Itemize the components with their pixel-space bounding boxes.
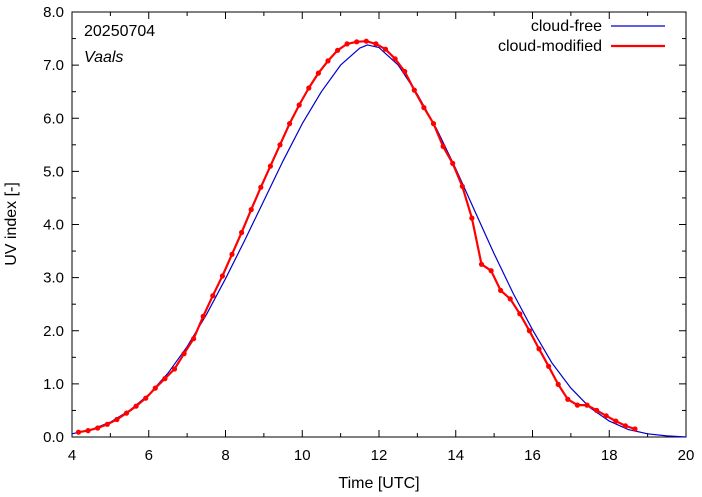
location-annotation: Vaals xyxy=(84,49,123,66)
y-tick-label: 1.0 xyxy=(43,376,64,393)
data-point-cloud-modified xyxy=(181,351,187,357)
x-tick-labels: 4 6 8 10 12 14 16 18 20 xyxy=(68,447,695,464)
data-point-cloud-modified xyxy=(526,328,533,334)
y-tick-label: 0.0 xyxy=(43,429,64,446)
x-tick-label: 16 xyxy=(524,447,541,464)
y-tick-label: 4.0 xyxy=(43,217,64,234)
data-point-cloud-modified xyxy=(402,68,408,75)
data-point-cloud-modified xyxy=(210,293,216,299)
legend-label-cloud-free: cloud-free xyxy=(531,18,602,35)
x-tick-label: 14 xyxy=(447,447,464,464)
data-point-cloud-modified xyxy=(104,421,110,427)
y-tick-label: 3.0 xyxy=(43,270,64,287)
data-point-cloud-modified xyxy=(133,403,139,409)
data-point-cloud-modified xyxy=(315,70,321,76)
data-point-cloud-modified xyxy=(152,385,158,391)
data-point-cloud-modified xyxy=(517,311,523,317)
x-tick-label: 20 xyxy=(678,447,695,464)
y-tick-label: 7.0 xyxy=(43,57,64,74)
data-point-cloud-modified xyxy=(95,425,101,431)
data-point-cloud-modified xyxy=(258,184,264,190)
data-point-cloud-modified xyxy=(335,47,341,53)
data-point-cloud-modified xyxy=(75,429,82,435)
legend-label-cloud-modified: cloud-modified xyxy=(498,38,602,55)
data-point-cloud-modified xyxy=(171,366,178,372)
data-point-cloud-modified xyxy=(85,428,91,434)
data-point-cloud-modified xyxy=(574,402,581,408)
axis-ticks xyxy=(71,11,687,438)
data-point-cloud-modified xyxy=(373,41,379,47)
data-point-cloud-modified xyxy=(411,87,417,93)
data-point-cloud-modified xyxy=(440,143,446,149)
series-line-cloud-modified xyxy=(78,40,636,434)
data-point-cloud-modified xyxy=(306,85,312,91)
data-point-cloud-modified xyxy=(555,381,561,387)
data-point-cloud-modified xyxy=(488,268,494,274)
data-point-cloud-modified xyxy=(584,402,590,408)
x-tick-label: 6 xyxy=(145,447,153,464)
data-point-cloud-modified xyxy=(123,410,130,416)
data-point-cloud-modified xyxy=(450,160,456,166)
data-point-cloud-modified xyxy=(296,102,302,108)
data-point-cloud-modified xyxy=(363,38,369,44)
data-point-cloud-modified xyxy=(354,39,360,45)
x-tick-label: 8 xyxy=(221,447,229,464)
data-point-cloud-modified xyxy=(507,296,513,302)
data-point-cloud-modified xyxy=(565,396,571,402)
data-point-cloud-modified xyxy=(162,376,168,382)
data-point-cloud-modified xyxy=(498,287,504,293)
data-point-cloud-modified xyxy=(344,41,350,47)
data-point-cloud-modified xyxy=(469,215,475,221)
x-tick-label: 18 xyxy=(601,447,618,464)
y-tick-label: 5.0 xyxy=(43,163,64,180)
data-point-cloud-modified xyxy=(287,121,293,127)
data-point-cloud-modified xyxy=(248,207,254,213)
plot-frame xyxy=(71,11,687,438)
data-point-cloud-modified xyxy=(594,407,600,413)
y-tick-label: 6.0 xyxy=(43,110,64,127)
series-layer xyxy=(71,38,687,438)
series-line-cloud-free xyxy=(71,44,687,438)
y-tick-label: 8.0 xyxy=(43,4,64,21)
data-point-cloud-modified xyxy=(421,105,427,111)
data-point-cloud-modified xyxy=(536,346,542,352)
data-point-cloud-modified xyxy=(622,423,629,429)
data-point-cloud-modified xyxy=(239,229,245,236)
data-point-cloud-modified xyxy=(603,413,609,419)
x-axis-label: Time [UTC] xyxy=(338,475,419,492)
data-point-cloud-modified xyxy=(267,163,273,169)
data-point-cloud-modified xyxy=(219,273,225,279)
x-tick-label: 4 xyxy=(68,447,76,464)
data-point-cloud-modified xyxy=(392,56,398,62)
y-tick-label: 2.0 xyxy=(43,323,64,340)
data-point-cloud-modified xyxy=(478,261,485,267)
data-point-cloud-modified xyxy=(325,58,331,64)
data-point-cloud-modified xyxy=(613,418,619,424)
data-point-cloud-modified xyxy=(459,183,465,189)
data-point-cloud-modified xyxy=(546,363,552,369)
data-point-cloud-modified xyxy=(200,313,206,319)
x-tick-label: 12 xyxy=(371,447,388,464)
data-point-cloud-modified xyxy=(277,142,283,148)
data-point-cloud-modified xyxy=(430,121,437,127)
legend: cloud-free cloud-modified xyxy=(498,18,665,55)
date-annotation: 20250704 xyxy=(84,23,155,40)
data-point-cloud-modified xyxy=(191,336,197,342)
x-tick-label: 10 xyxy=(294,447,311,464)
data-point-cloud-modified xyxy=(114,416,120,423)
data-point-cloud-modified xyxy=(229,251,235,257)
data-point-cloud-modified xyxy=(382,46,389,52)
y-axis-label: UV index [-] xyxy=(3,182,20,266)
data-point-cloud-modified xyxy=(632,426,638,432)
data-point-cloud-modified xyxy=(143,395,149,401)
y-tick-labels: 0.0 1.0 2.0 3.0 4.0 5.0 6.0 7.0 8.0 xyxy=(43,4,64,446)
